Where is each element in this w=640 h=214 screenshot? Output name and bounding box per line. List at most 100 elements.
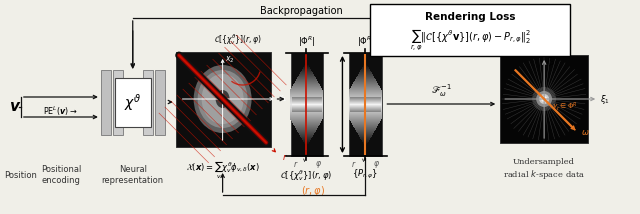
Bar <box>351 99 381 100</box>
Bar <box>298 77 316 78</box>
Bar <box>290 100 323 101</box>
Bar <box>349 114 382 115</box>
Bar <box>362 67 369 68</box>
Bar <box>500 55 588 143</box>
Bar <box>362 68 369 69</box>
Bar <box>351 107 381 108</box>
Bar <box>358 74 372 75</box>
Bar <box>291 100 323 101</box>
Bar <box>351 101 381 102</box>
Bar <box>291 98 323 99</box>
Bar <box>349 53 382 156</box>
Bar <box>290 117 323 118</box>
Text: Backpropagation: Backpropagation <box>260 6 343 16</box>
Bar <box>355 80 376 81</box>
Bar <box>351 106 381 107</box>
Bar <box>305 143 308 144</box>
Bar <box>301 137 312 138</box>
Bar <box>303 68 310 69</box>
Ellipse shape <box>536 91 552 107</box>
Bar <box>351 110 381 111</box>
Bar <box>155 70 164 135</box>
Bar <box>290 99 323 100</box>
Bar <box>290 106 323 107</box>
Bar <box>291 107 323 108</box>
Bar <box>349 113 382 114</box>
Bar <box>291 110 323 111</box>
Bar <box>113 70 123 135</box>
Bar <box>291 53 323 156</box>
Bar <box>349 109 382 110</box>
Bar <box>291 109 323 110</box>
Bar <box>291 103 323 104</box>
Bar <box>290 90 323 91</box>
Bar <box>349 94 382 95</box>
Bar <box>349 98 382 99</box>
Bar <box>301 71 312 72</box>
Bar <box>290 114 323 115</box>
Bar <box>291 108 323 109</box>
Bar <box>297 78 316 79</box>
Bar <box>300 136 312 137</box>
Text: $\xi_1$: $\xi_1$ <box>600 92 610 106</box>
Bar <box>349 96 382 97</box>
Bar <box>290 112 323 113</box>
Bar <box>351 111 381 112</box>
Bar <box>359 136 371 137</box>
Bar <box>358 133 373 134</box>
Bar <box>296 80 317 81</box>
Bar <box>305 65 308 66</box>
Bar <box>300 134 314 135</box>
Bar <box>115 78 150 127</box>
Bar <box>100 70 111 135</box>
Bar <box>352 84 378 85</box>
Bar <box>361 139 370 140</box>
Text: $\omega$: $\omega$ <box>580 128 589 137</box>
Bar <box>296 79 317 80</box>
Bar <box>349 107 382 108</box>
Bar <box>352 124 378 125</box>
Bar <box>363 142 368 143</box>
Ellipse shape <box>541 96 547 102</box>
Bar <box>349 101 382 102</box>
Text: $r$: $r$ <box>292 159 298 169</box>
Bar <box>351 102 381 103</box>
Bar <box>291 120 322 121</box>
Bar <box>351 103 381 104</box>
Bar <box>360 71 371 72</box>
Bar <box>349 100 382 101</box>
Bar <box>355 79 376 80</box>
Bar <box>349 95 382 96</box>
Ellipse shape <box>539 94 549 104</box>
Text: $\xi_2$: $\xi_2$ <box>546 55 556 68</box>
Bar <box>176 52 271 147</box>
Ellipse shape <box>198 70 248 128</box>
Bar <box>349 106 382 107</box>
Bar <box>294 125 319 126</box>
Bar <box>290 97 323 98</box>
Bar <box>351 121 380 122</box>
Bar <box>291 97 323 98</box>
Bar <box>349 116 382 117</box>
Bar <box>353 125 378 126</box>
Bar <box>351 122 380 123</box>
Bar <box>290 91 323 92</box>
Bar <box>351 87 380 88</box>
Bar <box>300 73 313 74</box>
Bar <box>297 130 316 131</box>
Bar <box>295 81 318 82</box>
Bar <box>291 99 323 100</box>
Bar <box>301 138 312 139</box>
Bar <box>290 94 323 95</box>
Bar <box>362 140 369 141</box>
Bar <box>290 111 323 112</box>
Bar <box>349 118 382 119</box>
Text: Undersampled
radial $k$-space data: Undersampled radial $k$-space data <box>503 158 586 181</box>
Bar <box>351 109 381 110</box>
Bar <box>349 115 382 116</box>
Bar <box>294 126 319 127</box>
Text: $\sum_{r,\varphi} \|\mathcal{C}[\{\chi^{\vartheta}\mathbf{v}\}](r,\varphi) - P_{: $\sum_{r,\varphi} \|\mathcal{C}[\{\chi^{… <box>410 27 531 53</box>
Bar <box>294 82 319 83</box>
Bar <box>351 97 381 98</box>
Bar <box>362 141 369 142</box>
